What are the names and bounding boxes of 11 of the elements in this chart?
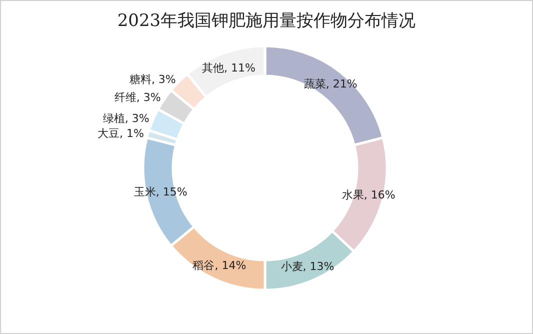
chart-title: 2023年我国钾肥施用量按作物分布情况 [117, 11, 416, 31]
slice-label: 小麦, 13% [280, 260, 334, 274]
slice-label: 绿植, 3% [102, 112, 150, 125]
slice-label: 水果, 16% [342, 188, 396, 202]
slice-label: 玉米, 15% [134, 185, 188, 198]
slice-label: 糖料, 3% [129, 72, 176, 86]
slice-label: 其他, 11% [202, 61, 256, 74]
slice-label: 蔬菜, 21% [304, 77, 358, 90]
slice-label: 纤维, 3% [114, 91, 161, 104]
slice-label: 大豆, 1% [98, 126, 144, 140]
slice-label: 稻谷, 14% [192, 258, 246, 272]
